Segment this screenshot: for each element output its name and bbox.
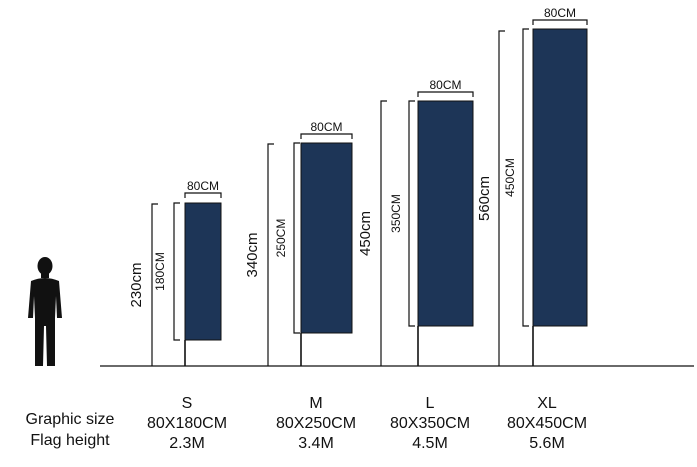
flag-body-xl (532, 28, 588, 327)
flag-height-m: 3.4M (298, 435, 334, 452)
overall-height-label-l: 450cm (357, 211, 374, 256)
flag-width-bracket-s (184, 192, 222, 198)
overall-height-bracket-s (151, 203, 158, 366)
size-label-xl: XL (537, 395, 557, 412)
graphic-height-label-l: 350CM (389, 194, 403, 233)
size-label-m: M (309, 395, 323, 412)
graphic-height-bracket-s (173, 202, 180, 341)
flag-height-row-label: Flag height (30, 432, 110, 449)
flag-height-l: 4.5M (412, 435, 448, 452)
overall-height-label-m: 340cm (244, 232, 261, 277)
graphic-size-xl: 80X450CM (506, 415, 588, 432)
flag-body-l (417, 100, 474, 327)
flags-layer: 80CM 230cm 180CM 80CM 340cm 250CM 80CM 450cm 350… (128, 6, 588, 366)
graphic-size-l: 80X350CM (389, 415, 471, 432)
flag-width-label-m: 80CM (310, 120, 342, 134)
size-label-l: L (425, 395, 435, 412)
flag-width-label-xl: 80CM (544, 6, 576, 20)
overall-height-bracket-m (267, 143, 274, 366)
graphic-height-label-xl: 450CM (503, 158, 517, 197)
flag-body-m (300, 142, 353, 334)
flag-width-bracket-l (417, 91, 474, 97)
overall-height-bracket-xl (498, 30, 505, 366)
flag-width-label-s: 80CM (187, 179, 219, 193)
graphic-height-bracket-m (293, 142, 300, 334)
overall-height-label-xl: 560cm (476, 176, 493, 221)
graphic-size-m: 80X250CM (275, 415, 357, 432)
flag-body-s (184, 202, 222, 341)
person-silhouette-icon (28, 257, 62, 366)
flag-width-label-l: 80CM (429, 78, 461, 92)
graphic-height-bracket-xl (522, 28, 529, 327)
graphic-size-row-label: Graphic size (25, 411, 115, 428)
size-label-s: S (181, 395, 193, 412)
overall-height-bracket-l (380, 100, 387, 366)
flag-height-xl: 5.6M (529, 435, 565, 452)
graphic-height-label-s: 180CM (153, 252, 167, 291)
flag-height-s: 2.3M (169, 435, 205, 452)
graphic-height-bracket-l (408, 100, 415, 327)
flag-width-bracket-xl (532, 19, 588, 25)
graphic-height-label-m: 250CM (274, 219, 288, 258)
graphic-size-s: 80X180CM (146, 415, 228, 432)
overall-height-label-s: 230cm (128, 262, 145, 307)
flag-width-bracket-m (300, 133, 353, 139)
